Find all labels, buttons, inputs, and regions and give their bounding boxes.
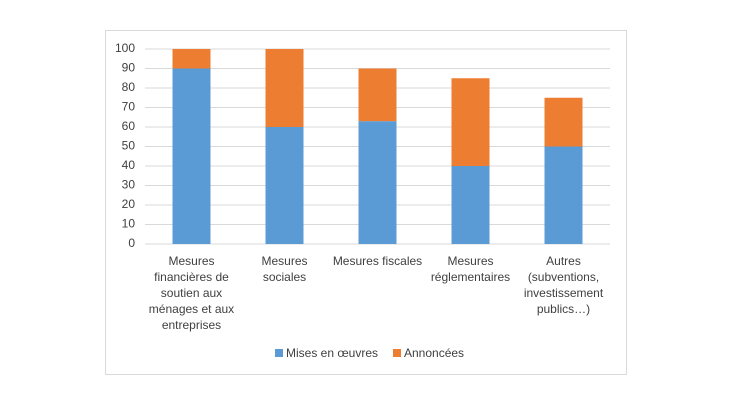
y-tick-label: 100 [115, 41, 135, 55]
bar-segment [172, 68, 211, 244]
legend-label: Mises en œuvres [286, 346, 378, 360]
bar-segment [358, 68, 397, 122]
y-tick-label: 50 [122, 139, 136, 153]
y-tick-label: 20 [122, 197, 136, 211]
y-tick-label: 90 [122, 61, 136, 75]
y-tick-label: 80 [122, 80, 136, 94]
x-tick-label: Autres (subventions, investissement publ… [523, 254, 604, 316]
legend-swatch [275, 349, 283, 357]
legend-label: Annoncées [404, 346, 464, 360]
y-tick-label: 10 [122, 217, 136, 231]
bar-segment [265, 127, 304, 244]
y-tick-label: 70 [122, 100, 136, 114]
bar-segment [451, 78, 490, 166]
x-tick-label: Mesures sociales [261, 254, 308, 284]
bar-segment [172, 49, 211, 69]
bar-segment [358, 121, 397, 244]
y-tick-label: 60 [122, 119, 136, 133]
bar-segment [544, 97, 583, 147]
bar-segment [265, 49, 304, 127]
bar-segment [544, 146, 583, 244]
y-tick-label: 40 [122, 158, 136, 172]
legend-swatch [393, 349, 401, 357]
x-tick-label: Mesures réglementaires [430, 254, 511, 284]
bar-segment [451, 166, 490, 244]
y-tick-label: 30 [122, 178, 136, 192]
x-tick-label: Mesures financières de soutien aux ménag… [148, 254, 235, 332]
x-tick-label: Mesures fiscales [332, 254, 423, 268]
y-tick-label: 0 [128, 236, 135, 250]
